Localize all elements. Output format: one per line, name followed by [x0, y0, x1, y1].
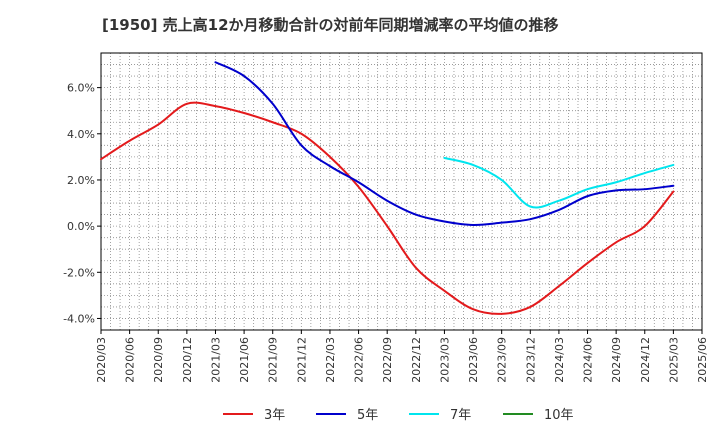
- x-tick-label: 2025/03: [667, 337, 680, 383]
- y-tick-label: 2.0%: [67, 174, 95, 187]
- x-tick-label: 2023/12: [524, 337, 537, 383]
- y-tick-label: 6.0%: [67, 82, 95, 95]
- x-tick-label: 2022/06: [353, 337, 366, 383]
- x-tick-label: 2023/06: [467, 337, 480, 383]
- y-tick-label: 0.0%: [67, 220, 95, 233]
- x-tick-label: 2023/09: [496, 337, 509, 383]
- x-tick-label: 2021/06: [238, 337, 251, 383]
- x-tick-label: 2024/03: [553, 337, 566, 383]
- series-line-2: [214, 61, 675, 226]
- x-tick-label: 2021/03: [209, 337, 222, 383]
- legend-label-1: 3年: [264, 408, 285, 423]
- x-tick-label: 2024/09: [610, 337, 623, 383]
- x-tick-label: 2023/03: [438, 337, 451, 383]
- x-tick-label: 2020/09: [152, 337, 165, 383]
- x-tick-label: 2020/12: [181, 337, 194, 383]
- series-line-1: [100, 101, 675, 315]
- plot-border: [100, 52, 703, 331]
- legend-label-2: 5年: [357, 408, 378, 423]
- x-tick-label: 2024/12: [639, 337, 652, 383]
- series-line-3: [443, 157, 675, 209]
- legend-label-4: 10年: [544, 408, 574, 423]
- x-tick-label: 2020/03: [95, 337, 108, 383]
- x-tick-label: 2020/06: [124, 337, 137, 383]
- x-tick-label: 2022/12: [410, 337, 423, 383]
- x-tick-label: 2024/06: [582, 337, 595, 383]
- y-tick-label: -2.0%: [63, 266, 95, 279]
- x-tick-label: 2021/09: [267, 337, 280, 383]
- y-tick-label: -4.0%: [63, 312, 95, 325]
- legend-label-3: 7年: [450, 408, 471, 423]
- x-tick-label: 2022/03: [324, 337, 337, 383]
- y-tick-label: 4.0%: [67, 128, 95, 141]
- chart-title: [1950] 売上高12か月移動合計の対前年同期増減率の平均値の推移: [102, 16, 559, 34]
- x-tick-label: 2021/12: [295, 337, 308, 383]
- x-tick-label: 2025/06: [696, 337, 709, 383]
- x-tick-label: 2022/09: [381, 337, 394, 383]
